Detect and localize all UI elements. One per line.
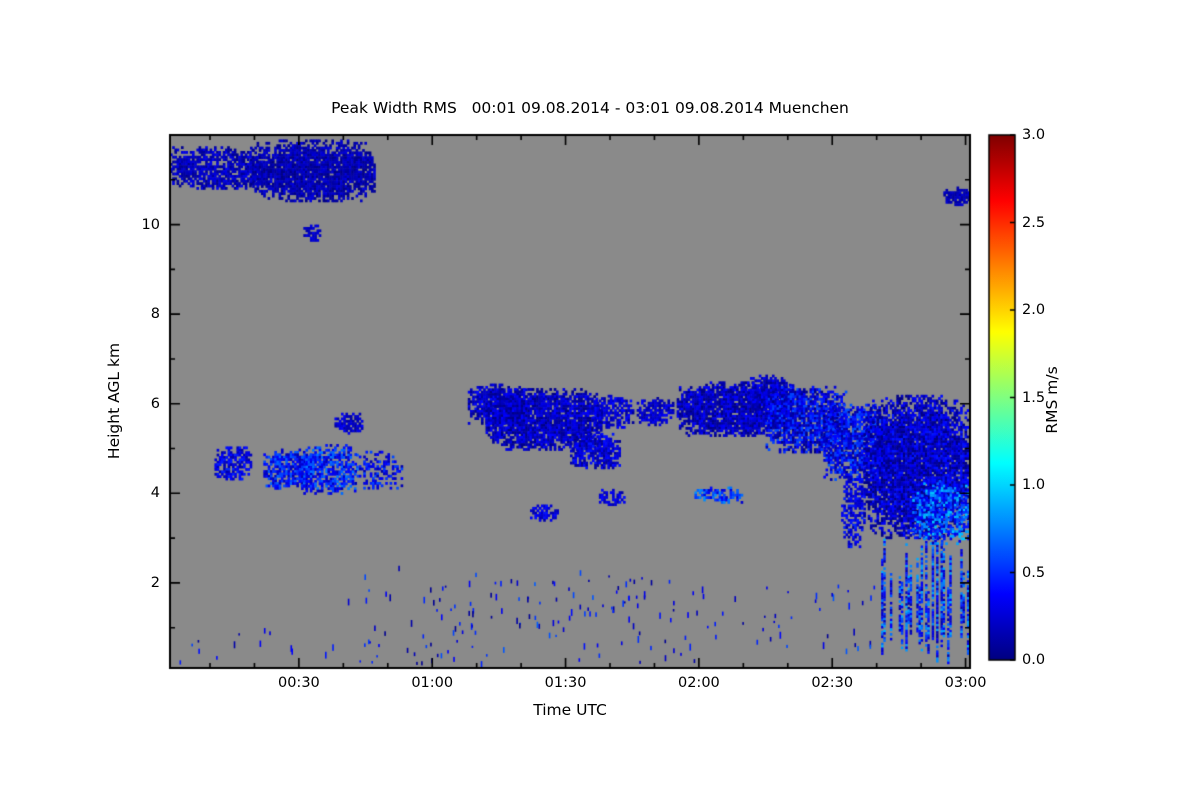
colorbar-tick-label: 0.0	[1022, 652, 1046, 668]
colorbar-tick-label: 1.0	[1022, 477, 1046, 493]
x-tick-label: 01:30	[544, 675, 587, 691]
colorbar-tick-label: 1.5	[1022, 389, 1046, 406]
x-tick-label: 02:00	[677, 675, 720, 691]
y-tick-label: 2	[150, 574, 160, 591]
y-axis-label: Height AGL km	[105, 342, 123, 460]
colorbar-tick-label: 3.0	[1022, 127, 1046, 143]
colorbar-tick-label: 2.0	[1022, 302, 1046, 318]
y-tick-label: 10	[141, 216, 160, 233]
x-axis-label: Time UTC	[533, 701, 607, 719]
colorbar-tick-label: 0.5	[1022, 564, 1046, 581]
x-tick-label: 03:00	[944, 675, 987, 691]
colorbar-tick-label: 2.5	[1022, 214, 1046, 231]
chart-title: Peak Width RMS 00:01 09.08.2014 - 03:01 …	[331, 99, 849, 117]
colorbar-label: RMS m/s	[1043, 366, 1061, 434]
x-tick-label: 00:30	[277, 675, 320, 691]
x-tick-label: 01:00	[411, 675, 454, 691]
x-tick-label: 02:30	[811, 675, 854, 691]
y-tick-label: 8	[150, 306, 160, 323]
y-tick-label: 6	[150, 395, 160, 412]
y-tick-label: 4	[150, 485, 160, 502]
